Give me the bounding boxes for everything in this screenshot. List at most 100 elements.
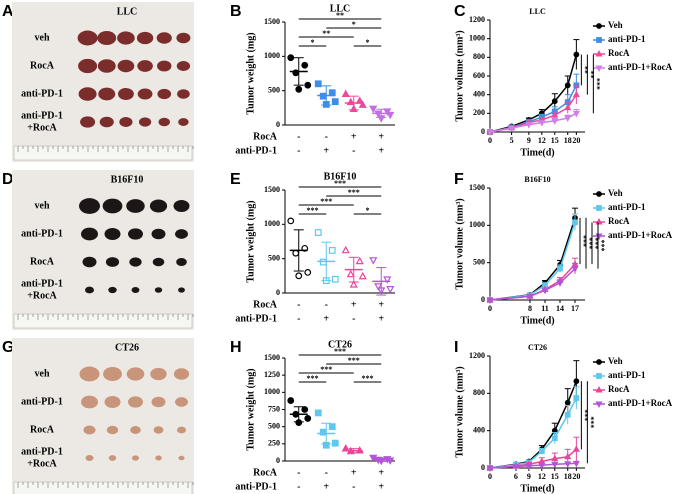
marker [304,415,312,422]
y-axis-label: Tumor volume (mm³) [454,198,465,289]
x-tick-label: 0 [488,304,492,313]
x-tick-label: 15 [551,472,559,481]
y-tick-label: 1200 [469,351,485,360]
tumor [173,368,190,380]
y-tick-label: 200 [473,108,485,117]
tumor [178,455,185,461]
photo-background [12,2,194,162]
factor-label: anti-PD-1 [235,481,277,492]
significance-label: *** [597,239,606,251]
series-line [489,222,576,301]
tumor [108,455,117,461]
significance-label: *** [348,188,360,197]
y-axis-label: Tumor weight (mg) [245,200,256,282]
photo-row-label: veh [35,32,50,43]
y-tick-label: 800 [473,388,485,397]
marker [573,395,580,401]
x-tick-label: 20 [572,472,580,481]
photo-title: B16F10 [111,174,144,185]
legend-label: anti-PD-1 [608,370,646,380]
marker [573,51,580,58]
legend-marker [596,359,602,365]
panel-letter: H [230,339,242,356]
factor-sign: + [378,145,384,156]
photo-row-label: anti-PD-1 [21,88,63,99]
y-tick-label: 500 [473,257,485,266]
marker [564,452,572,460]
marker [369,257,378,265]
y-tick-label: 1000 [469,220,485,229]
series-line [489,380,578,469]
chart-title: B16F10 [524,175,550,184]
tumor [178,287,185,293]
legend-marker [595,385,603,393]
factor-sign: - [297,313,300,324]
factor-label: RocA [253,467,278,478]
significance-label: *** [320,197,332,206]
y-axis-label: Tumor volume (mm³) [454,30,465,121]
marker [331,98,339,106]
series-line [489,94,577,133]
chart-title: B16F10 [324,171,357,182]
photo-title: LLC [117,6,138,17]
marker [573,378,580,385]
marker [551,454,559,462]
photo-row-label: veh [35,368,50,379]
marker [525,122,533,129]
marker [564,115,572,123]
significance-label: *** [334,179,346,188]
marker [551,98,558,105]
marker [358,100,367,108]
tumor [126,367,145,381]
significance-label: *** [307,206,319,215]
x-tick-label: 9 [527,472,531,481]
significance-label: * [366,38,370,47]
marker [383,108,392,116]
marker [301,61,309,69]
tumor [136,31,154,45]
tumor [119,117,133,127]
tumor [102,198,123,214]
significance-label: *** [593,78,602,90]
tumor [152,257,165,267]
tumor [98,87,116,101]
photo-row-label: anti-PD-1 [21,228,63,239]
chart-title: CT26 [528,343,547,352]
marker [346,269,355,278]
y-tick-label: 0 [276,456,280,465]
x-tick-label: 12 [538,136,546,145]
photo-background [12,338,194,494]
x-tick-label: 17 [571,304,579,313]
marker [564,82,571,89]
photo-row-label: anti-PD-1 [21,446,63,457]
significance-label: *** [591,237,600,249]
marker [369,105,378,114]
marker [508,125,516,133]
tumor [137,88,153,100]
factor-sign: - [325,131,328,142]
x-tick-label: 6 [514,472,518,481]
panel-letter: G [2,339,14,356]
marker [287,217,295,225]
tumor [138,117,152,127]
factor-sign: - [352,145,355,156]
factor-label: RocA [253,131,278,142]
marker [512,464,520,471]
factor-sign: + [351,467,357,478]
tumor [128,396,143,408]
factor-sign: + [378,131,384,142]
legend-marker [595,401,603,409]
y-tick-label: 0 [276,120,280,129]
photo-row-label: +RocA [27,122,57,133]
factor-sign: + [323,481,329,492]
photo-row-label: anti-PD-1 [21,278,63,289]
x-axis-label: Time(d) [520,147,554,158]
tumor [117,88,134,100]
y-tick-label: 500 [268,85,280,94]
marker [525,463,533,470]
factor-sign: + [378,481,384,492]
photo-row-label: RocA [30,60,55,71]
marker [564,411,571,418]
marker [526,293,534,301]
factor-sign: - [297,145,300,156]
